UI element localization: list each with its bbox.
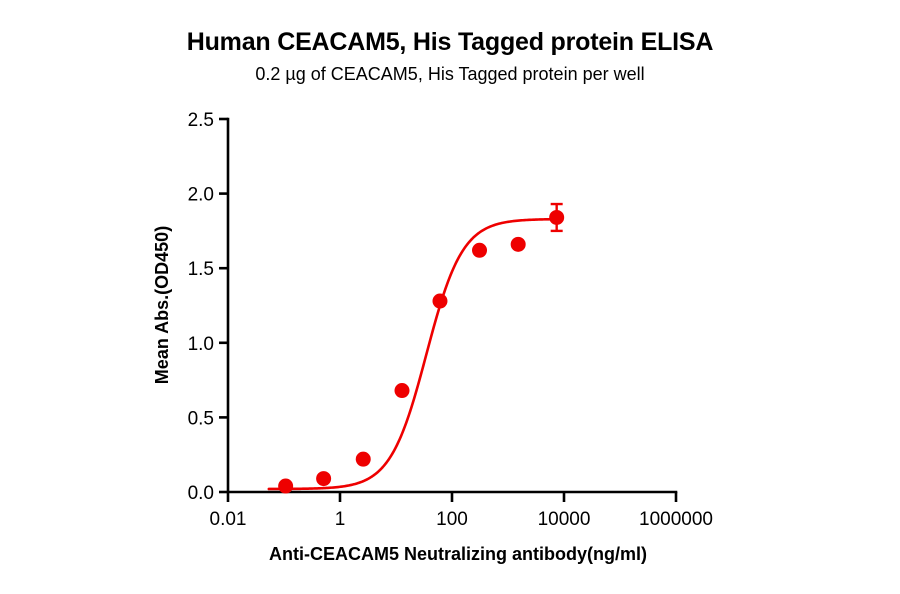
- plot-area: 0.0 0.5 1.0 1.5 2.0 2.5 0.01 1 100 10000 1000000: [188, 110, 713, 530]
- y-tick-label: 2.5: [188, 110, 214, 131]
- chart-title: Human CEACAM5, His Tagged protein ELISA: [187, 28, 714, 56]
- data-point: [316, 471, 332, 487]
- x-tick-label: 10000: [538, 509, 591, 530]
- y-tick-label: 2.0: [188, 185, 214, 206]
- y-tick-label: 1.0: [188, 334, 214, 355]
- x-axis-tick-labels: 0.01 1 100 10000 1000000: [210, 509, 713, 530]
- axis-spines: [226, 117, 678, 494]
- y-axis-tick-labels: 0.0 0.5 1.0 1.5 2.0 2.5: [188, 110, 214, 504]
- data-point: [278, 478, 294, 494]
- data-points: [278, 209, 565, 494]
- data-point: [432, 293, 448, 309]
- x-tick-label: 1000000: [639, 509, 713, 530]
- y-tick-label: 1.5: [188, 259, 214, 280]
- y-tick-label: 0.0: [188, 483, 214, 504]
- y-axis-ticks: [219, 117, 228, 494]
- data-point: [510, 236, 526, 252]
- data-point: [394, 383, 410, 399]
- x-axis-title: Anti-CEACAM5 Neutralizing antibody(ng/ml…: [269, 544, 647, 564]
- fit-curve: [267, 217, 558, 491]
- x-tick-label: 1: [335, 509, 346, 530]
- chart-subtitle: 0.2 µg of CEACAM5, His Tagged protein pe…: [255, 64, 644, 84]
- y-axis-title: Mean Abs.(OD450): [152, 226, 172, 384]
- x-tick-label: 100: [436, 509, 468, 530]
- x-axis-ticks: [226, 492, 678, 502]
- data-point: [549, 209, 565, 225]
- y-tick-label: 0.5: [188, 408, 214, 429]
- x-tick-label: 0.01: [210, 509, 247, 530]
- data-point: [355, 451, 371, 467]
- data-point: [472, 242, 488, 258]
